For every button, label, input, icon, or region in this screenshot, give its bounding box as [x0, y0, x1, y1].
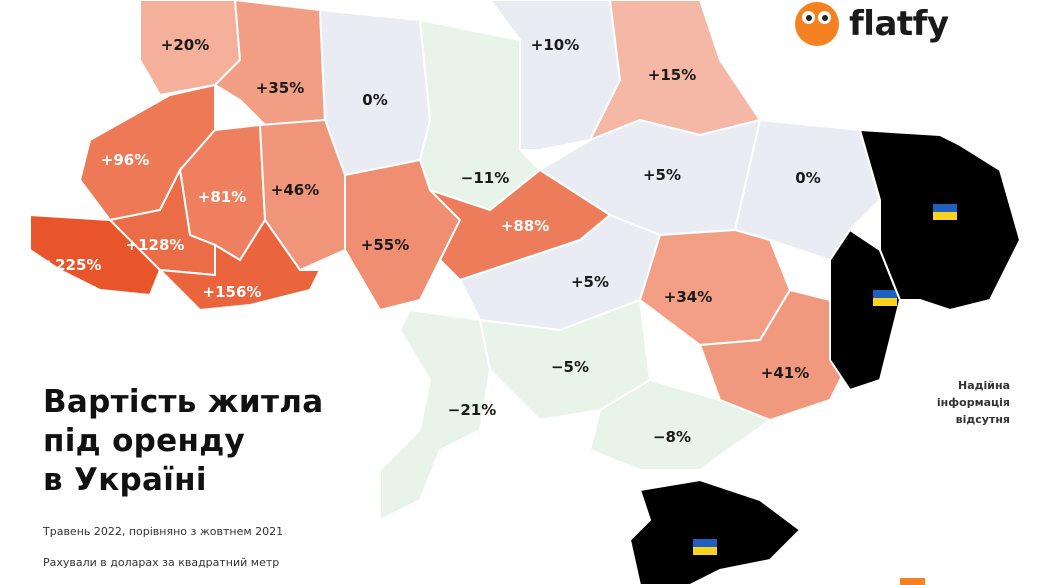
- region-value-label: +81%: [198, 188, 246, 206]
- flatfy-mascot-icon: [795, 2, 839, 46]
- no-data-note: Надійна інформація відсутня: [920, 377, 1010, 428]
- region-value-label: +15%: [648, 66, 696, 84]
- region-value-label: −21%: [448, 401, 496, 419]
- flatfy-logo: flatfy: [795, 2, 949, 46]
- region-value-label: −8%: [653, 428, 691, 446]
- subtitle: Травень 2022, порівняно з жовтнем 2021: [43, 525, 284, 538]
- note-line: Надійна: [957, 379, 1010, 392]
- region-value-label: +34%: [664, 288, 712, 306]
- flag-icon: [873, 290, 897, 306]
- region-value-label: +20%: [161, 36, 209, 54]
- region-value-label: +46%: [271, 181, 319, 199]
- flag-icon: [693, 539, 717, 555]
- title-line: в Україні: [43, 462, 207, 498]
- region-value-label: +55%: [361, 236, 409, 254]
- units-note: Рахували в доларах за квадратний метр: [43, 556, 280, 569]
- region-value-label: +41%: [761, 364, 809, 382]
- occupied-region: [628, 478, 802, 585]
- region-value-label: −11%: [461, 169, 509, 187]
- note-line: інформація: [936, 396, 1010, 409]
- page-title: Вартість житла під оренду в Україні: [43, 383, 323, 500]
- region-value-label: +128%: [126, 236, 185, 254]
- region-value-label: +35%: [256, 79, 304, 97]
- region-value-label: 0%: [795, 169, 820, 187]
- region-value-label: +88%: [501, 217, 549, 235]
- title-line: під оренду: [43, 423, 246, 459]
- region-value-label: +5%: [643, 166, 681, 184]
- region-value-label: +5%: [571, 273, 609, 291]
- region-value-label: −5%: [551, 358, 589, 376]
- flag-icon: [933, 204, 957, 220]
- region-value-label: +10%: [531, 36, 579, 54]
- logo-text: flatfy: [849, 4, 949, 44]
- region-area: [588, 378, 773, 471]
- corner-mark: [900, 578, 925, 585]
- region-value-label: +96%: [101, 151, 149, 169]
- region-value-label: +225%: [43, 256, 102, 274]
- region-value-label: 0%: [362, 91, 387, 109]
- note-line: відсутня: [955, 413, 1010, 426]
- region-value-label: +156%: [203, 283, 262, 301]
- region-area: [157, 218, 322, 312]
- occupied-region: [829, 228, 902, 392]
- title-line: Вартість житла: [43, 384, 324, 420]
